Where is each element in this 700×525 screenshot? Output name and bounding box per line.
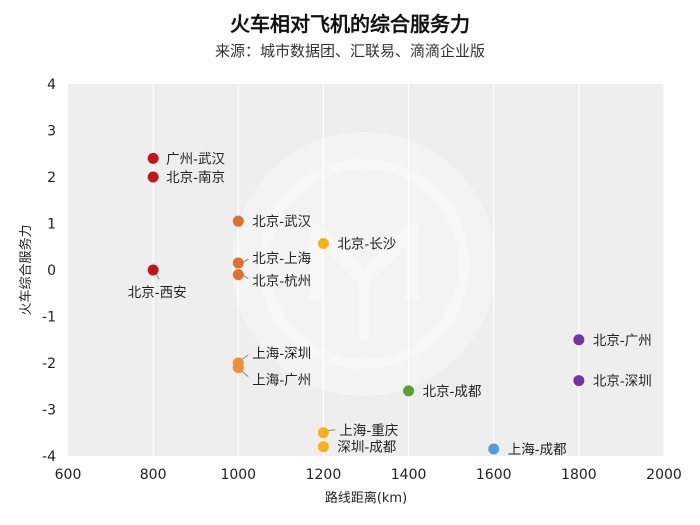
point-label: 北京-武汉 [252,214,311,230]
x-tick-label: 1400 [391,467,427,483]
y-tick-label: 1 [47,217,56,233]
data-point [232,215,244,227]
point-label: 上海-深圳 [252,346,311,362]
chart-subtitle: 来源：城市数据团、汇联易、滴滴企业版 [214,42,485,60]
label-leader-line [327,429,336,432]
x-tick-label: 600 [55,467,82,483]
label-leader-line [240,354,249,361]
data-point [317,237,329,249]
y-axis-label: 火车综合服务力 [18,224,34,315]
data-point [488,443,500,455]
data-point [317,427,329,439]
x-tick-label: 1600 [476,467,512,483]
point-label: 广州-武汉 [166,151,225,167]
chart-title: 火车相对飞机的综合服务力 [230,12,470,36]
y-tick-label: -2 [42,356,56,372]
y-tick-label: -1 [42,310,56,326]
point-label: 上海-重庆 [339,423,398,439]
point-label: 北京-深圳 [593,374,652,390]
y-tick-label: 2 [47,170,56,186]
data-point [573,375,585,387]
x-tick-label: 800 [140,467,167,483]
x-tick-label: 1800 [561,467,597,483]
x-axis-label: 路线距离(km) [325,490,407,506]
point-label: 深圳-成都 [337,440,396,456]
data-point [403,385,415,397]
x-tick-label: 1200 [306,467,342,483]
data-point [317,441,329,453]
point-label: 上海-广州 [252,373,311,389]
y-tick-label: -3 [42,403,56,419]
data-point [573,334,585,346]
y-tick-label: 3 [47,124,56,140]
data-point [232,269,244,281]
data-point [232,362,244,374]
y-tick-label: 0 [47,263,56,279]
y-tick-label: 4 [47,77,56,93]
point-label: 北京-长沙 [337,236,396,252]
point-label: 北京-南京 [166,170,225,186]
point-label: 北京-广州 [593,333,652,349]
point-label: 北京-成都 [423,384,482,400]
point-label: 北京-上海 [252,251,311,267]
label-leader-line [240,370,249,378]
data-point [147,264,159,276]
x-tick-label: 1000 [220,467,256,483]
point-label: 上海-成都 [508,442,567,458]
watermark-logo [232,132,496,396]
x-tick-label: 2000 [646,467,682,483]
data-point [147,171,159,183]
point-label: 北京-西安 [128,285,187,301]
data-point [232,257,244,269]
y-tick-label: -4 [42,449,56,465]
point-label: 北京-杭州 [252,274,311,290]
data-point [147,152,159,164]
